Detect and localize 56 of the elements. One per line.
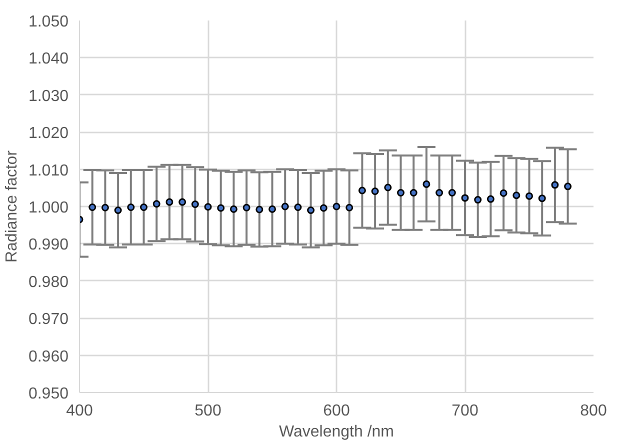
y-tick-label: 0.950 (28, 386, 69, 402)
point (332, 202, 340, 210)
x-tick-label: 600 (323, 402, 350, 420)
point (474, 196, 482, 204)
point (422, 180, 430, 188)
point (152, 200, 160, 208)
point (294, 204, 302, 211)
point (217, 204, 225, 212)
x-tick-label: 400 (66, 402, 93, 420)
point (551, 181, 559, 189)
point (461, 194, 469, 202)
y-tick-label: 1.020 (28, 125, 69, 142)
point (486, 195, 494, 203)
x-tick-label: 500 (194, 402, 222, 420)
point (204, 203, 212, 211)
point (242, 204, 250, 212)
point (512, 192, 520, 200)
point (358, 186, 366, 194)
point (307, 206, 315, 214)
y-tick-label: 1.000 (28, 200, 69, 216)
y-tick-label: 0.980 (28, 274, 69, 291)
y-tick-label: 0.990 (28, 236, 69, 254)
point (178, 198, 186, 206)
point (140, 204, 148, 211)
point (230, 205, 238, 213)
point (268, 205, 276, 213)
point (397, 188, 404, 196)
point (436, 188, 444, 196)
point (384, 184, 392, 192)
point (101, 204, 109, 212)
y-axis-title: Radiance factor (3, 150, 20, 263)
point (127, 204, 135, 211)
x-tick-label: 700 (452, 402, 478, 420)
point (281, 202, 289, 210)
point (500, 189, 508, 197)
y-tick-label: 1.030 (28, 88, 69, 105)
point (320, 204, 328, 212)
point (538, 194, 546, 202)
point (166, 198, 174, 206)
y-tick-label: 0.970 (28, 311, 69, 328)
point (410, 188, 418, 196)
x-tick-label: 800 (580, 402, 607, 420)
point (88, 204, 96, 211)
y-tick-label: 1.050 (28, 14, 69, 30)
point (346, 204, 354, 212)
y-tick-label: 0.960 (28, 348, 69, 366)
point (114, 206, 122, 214)
x-axis-title: Wavelength /nm (278, 424, 394, 440)
point (526, 192, 533, 200)
point (256, 206, 264, 214)
point (371, 188, 379, 195)
y-tick-label: 1.040 (28, 50, 69, 68)
point (564, 182, 572, 190)
y-tick-label: 1.010 (28, 162, 69, 180)
point (191, 200, 199, 208)
point (448, 188, 456, 196)
